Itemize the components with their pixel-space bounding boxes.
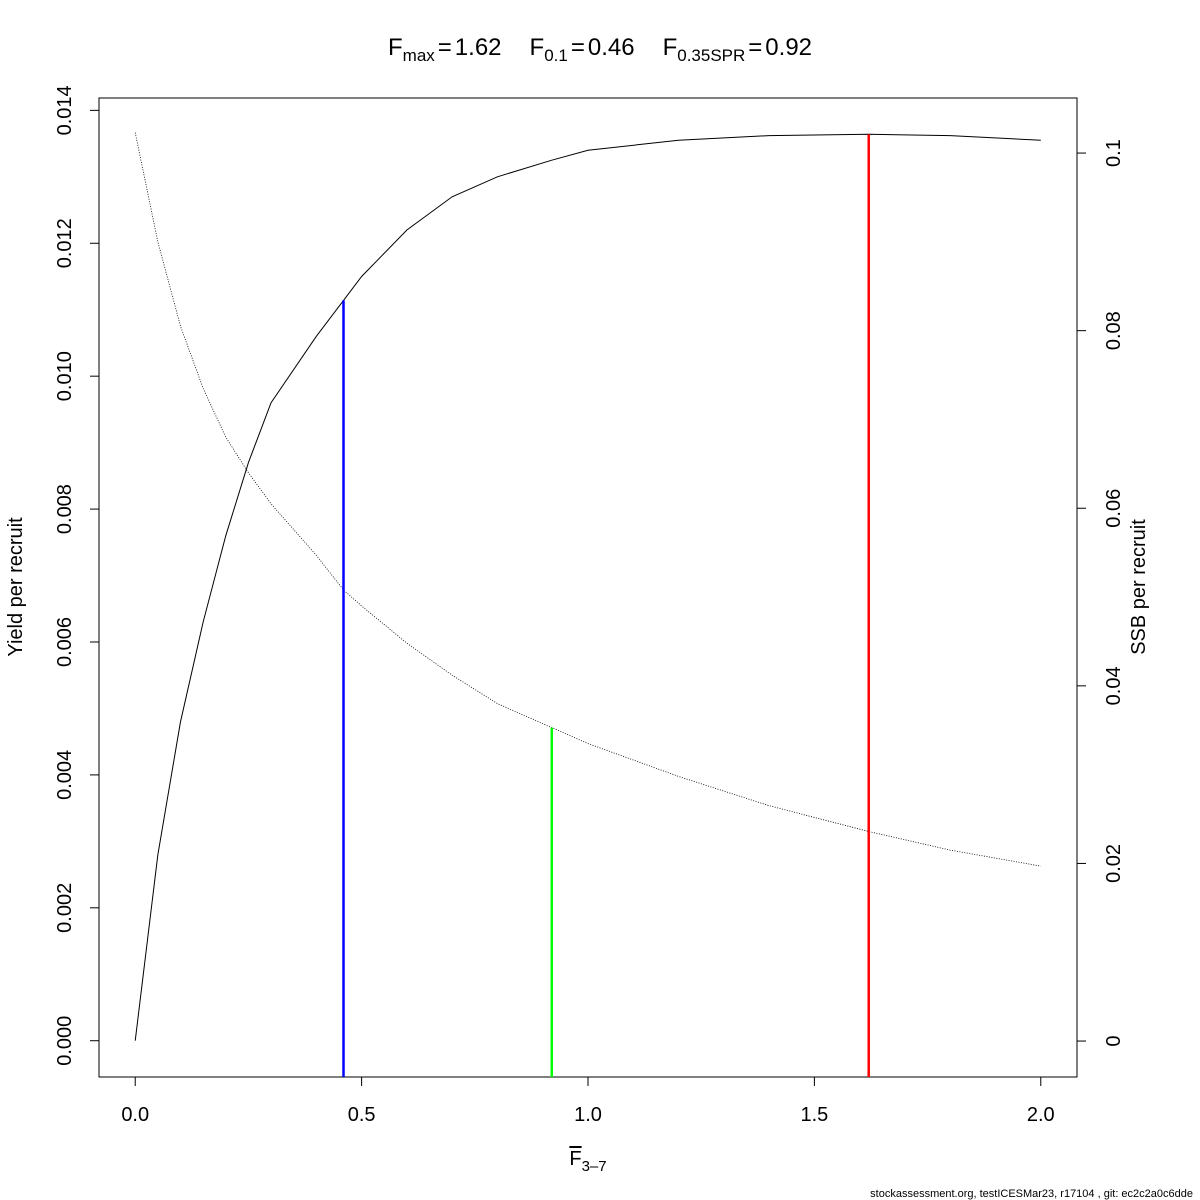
title-symbol: F <box>663 34 678 61</box>
y2-axis-label: SSB per recruit <box>1128 519 1150 655</box>
y2-tick-label: 0 <box>1103 1035 1125 1046</box>
title-value: 0.46 <box>588 34 635 61</box>
title-symbol: F <box>530 34 545 61</box>
series-line <box>134 133 1041 1041</box>
title-subscript: 0.35SPR <box>677 46 745 65</box>
x-tick-label: 1.0 <box>574 1104 602 1126</box>
x-label-symbol: F <box>569 1148 581 1170</box>
y-axis-label: Yield per recruit <box>5 517 27 657</box>
title-operator: = <box>748 34 762 61</box>
y2-tick-label: 0.02 <box>1103 844 1125 883</box>
y-tick-label: 0.012 <box>54 218 76 268</box>
y2-tick-label: 0.1 <box>1103 139 1125 167</box>
y-tick-label: 0.008 <box>54 484 76 534</box>
y2-tick-label: 0.08 <box>1103 311 1125 350</box>
title-subscript: max <box>403 46 436 65</box>
title-value: 1.62 <box>455 34 502 61</box>
y2-tick-label: 0.06 <box>1103 489 1125 528</box>
footer: stockassessment.org, testICESMar23, r171… <box>870 1188 1193 1200</box>
x-tick-label: 1.5 <box>800 1104 828 1126</box>
y-tick-label: 0.014 <box>54 85 76 135</box>
x-axis-label: F3–7 <box>569 1148 606 1175</box>
chart-title: Fmax = 1.62 F0.1 = 0.46 F0.35SPR = 0.92 <box>388 34 812 65</box>
y-tick-label: 0.002 <box>54 883 76 933</box>
series-line <box>134 132 1041 867</box>
title-subscript: 0.1 <box>544 46 568 65</box>
y-tick-label: 0.000 <box>54 1016 76 1066</box>
x-tick-label: 0.0 <box>121 1104 149 1126</box>
y-tick-label: 0.010 <box>54 351 76 401</box>
y-tick-label: 0.004 <box>54 750 76 800</box>
y2-tick-label: 0.04 <box>1103 666 1125 705</box>
x-tick-label: 2.0 <box>1027 1104 1055 1126</box>
title-operator: = <box>438 34 452 61</box>
title-value: 0.92 <box>765 34 812 61</box>
title-symbol: F <box>388 34 403 61</box>
x-label-subscript: 3–7 <box>582 1158 607 1175</box>
x-tick-label: 0.5 <box>348 1104 376 1126</box>
title-operator: = <box>571 34 585 61</box>
y-tick-label: 0.006 <box>54 617 76 667</box>
